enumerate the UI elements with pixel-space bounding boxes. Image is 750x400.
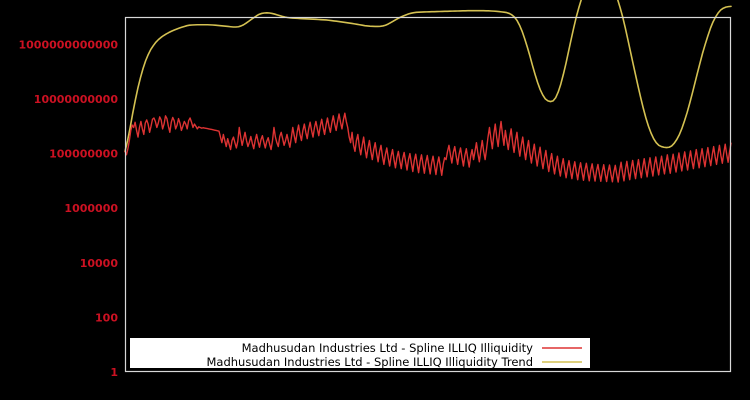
y-tick-label-0: 1 [110, 366, 118, 379]
legend-label-1: Madhusudan Industries Ltd - Spline ILLIQ… [206, 355, 533, 369]
series-lines [124, 0, 732, 183]
series-line-trend [124, 0, 732, 153]
legend-label-0: Madhusudan Industries Ltd - Spline ILLIQ… [242, 341, 534, 355]
y-tick-label-4: 100000000 [49, 148, 118, 161]
y-tick-label-1: 100 [95, 311, 118, 324]
y-tick-label-5: 10000000000 [34, 93, 119, 106]
legend[interactable]: Madhusudan Industries Ltd - Spline ILLIQ… [130, 338, 590, 369]
y-tick-label-2: 10000 [80, 257, 119, 270]
legend-background [130, 338, 590, 368]
y-tick-label-3: 1000000 [64, 202, 118, 215]
plot-frame [124, 16, 732, 373]
y-tick-label-6: 1000000000000 [19, 38, 119, 51]
plot-area-background [125, 17, 731, 372]
series-line-illiquidity [124, 112, 732, 183]
y-axis-tick-labels: 1 100 10000 1000000 100000000 10000000000 1000… [19, 38, 119, 379]
